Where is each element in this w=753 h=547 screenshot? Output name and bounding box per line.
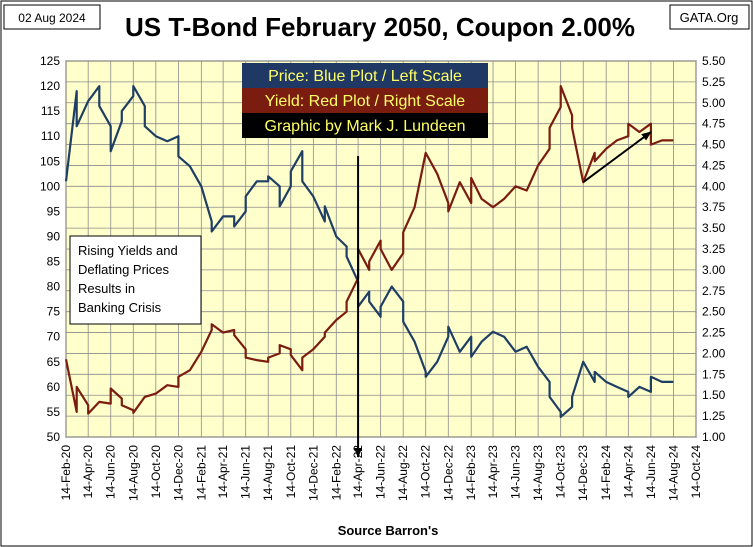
note-box: Rising Yields and Deflating Prices Resul… [69,235,202,325]
left-axis-ticks: 50 55 60 65 70 75 80 85 90 95 100 105 110 115 120 125 [40,54,60,444]
left-tick-label: 65 [47,355,61,369]
legend-box-yield [242,88,488,113]
right-tick-label: 5.50 [702,54,726,68]
x-tick-label: 14-Apr-21 [216,445,230,499]
x-tick-label: 14-Jun-21 [239,445,253,499]
right-tick-label: 4.50 [702,138,726,152]
x-tick-label: 14-Feb-20 [59,445,73,501]
legend-box-price [242,63,488,88]
date-box [3,4,101,30]
right-tick-label: 4.75 [702,117,726,131]
x-tick-label: 14-Feb-24 [599,445,613,501]
x-tick-label: 14-Oct-22 [419,445,433,499]
right-tick-label: 2.75 [702,284,726,298]
right-tick-label: 3.75 [702,200,726,214]
source-footer: Source Barron's [338,523,439,538]
legend: Price: Blue Plot / Left Scale Yield: Red… [242,63,488,138]
left-tick-label: 120 [40,79,60,93]
x-tick-label: 14-Jun-23 [509,445,523,499]
right-tick-label: 5.00 [702,96,726,110]
date-label: 02 Aug 2024 [18,11,86,25]
x-tick-label: 14-Aug-24 [666,445,680,501]
x-tick-label: 14-Jun-22 [374,445,388,499]
left-tick-label: 80 [47,280,61,294]
x-tick-label: 14-Feb-22 [329,445,343,501]
x-tick-label: 14-Aug-23 [531,445,545,501]
legend-credit: Graphic by Mark J. Lundeen [265,118,466,135]
note-line-2: Deflating Prices [78,262,170,277]
x-tick-label: 14-Feb-23 [464,445,478,501]
x-tick-label: 14-Aug-21 [261,445,275,501]
price-series-line [64,85,674,418]
right-tick-label: 3.00 [702,263,726,277]
x-tick-label: 14-Dec-23 [576,445,590,501]
x-tick-label: 14-Jun-24 [644,445,658,499]
right-tick-label: 1.00 [702,430,726,444]
x-tick-label: 14-Apr-22 [351,445,365,499]
left-tick-label: 115 [41,104,60,118]
source-tag: GATA.Org [680,10,739,25]
legend-box-credit [242,113,488,138]
x-tick-label: 14-Oct-24 [689,445,703,499]
x-tick-label: 14-Dec-21 [306,445,320,501]
left-tick-label: 55 [47,405,61,419]
note-line-4: Banking Crisis [78,300,162,315]
right-tick-label: 2.00 [702,346,726,360]
x-tick-label: 14-Dec-20 [171,445,185,501]
chart-title: US T-Bond February 2050, Coupon 2.00% [125,12,635,42]
x-tick-label: 14-Aug-20 [126,445,140,501]
x-tick-label: 14-Aug-22 [396,445,410,501]
x-tick-label: 14-Jun-20 [104,445,118,499]
left-tick-label: 110 [41,129,60,143]
left-tick-label: 90 [47,229,61,243]
annotation-layer [354,131,652,458]
x-tick-label: 14-Apr-20 [81,445,95,499]
left-tick-label: 85 [47,255,61,269]
left-tick-label: 105 [40,154,60,168]
x-tick-label: 14-Oct-23 [554,445,568,499]
x-tick-label: 14-Oct-20 [149,445,163,499]
right-axis-ticks: 1.00 1.25 1.50 1.75 2.00 2.25 2.50 2.75 3.00 3.25… [702,54,726,444]
right-tick-label: 1.25 [702,409,726,423]
x-tick-label: 14-Dec-22 [441,445,455,501]
x-tick-label: 14-Oct-21 [284,445,298,499]
legend-price: Price: Blue Plot / Left Scale [268,68,462,85]
x-tick-label: 14-Apr-24 [621,445,635,499]
yield-series-line [64,85,674,415]
right-tick-label: 5.25 [702,75,726,89]
right-tick-label: 4.00 [702,179,726,193]
legend-yield: Yield: Red Plot / Right Scale [265,93,466,110]
x-tick-label: 14-Apr-23 [486,445,500,499]
right-tick-label: 3.50 [702,221,726,235]
right-tick-label: 2.50 [702,305,726,319]
right-tick-label: 2.25 [702,326,726,340]
source-tag-box [669,4,750,30]
note-line-3: Results in [78,281,135,296]
left-tick-label: 50 [47,430,61,444]
right-tick-label: 1.50 [702,388,726,402]
left-tick-label: 100 [40,179,60,193]
x-tick-label: 14-Feb-21 [194,445,208,501]
left-tick-label: 95 [47,204,61,218]
x-axis-ticks: 14-Feb-20 14-Apr-20 14-Jun-20 14-Aug-20 14-O… [59,445,703,501]
note-line-1: Rising Yields and [78,243,178,258]
left-tick-label: 125 [40,54,60,68]
trend-arrow [582,131,652,183]
left-tick-label: 60 [47,380,61,394]
left-tick-label: 70 [47,330,61,344]
right-tick-label: 1.75 [702,367,726,381]
left-tick-label: 75 [47,305,61,319]
right-tick-label: 4.25 [702,158,726,172]
right-tick-label: 3.25 [702,242,726,256]
series-layer [64,85,674,418]
